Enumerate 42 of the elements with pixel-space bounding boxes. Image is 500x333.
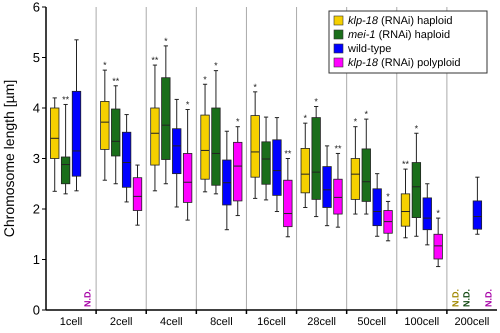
text: ** <box>151 55 158 66</box>
x-tick-label: 2cell <box>110 316 132 328</box>
y-tick-label: 6 <box>32 0 40 15</box>
y-tick-label: 0 <box>32 302 40 318</box>
y-axis-title: Chromosome length [µm] <box>1 80 17 238</box>
text: * <box>186 100 190 110</box>
x-tick-label: 50cell <box>357 316 386 328</box>
text: ** <box>62 94 70 104</box>
y-tick-label: 2 <box>32 202 40 217</box>
text: * <box>386 191 390 202</box>
x-tick-label: 4cell <box>160 316 183 328</box>
y-tick-label: 1 <box>32 252 40 268</box>
legend-label: klp-18 (RNAi) haploid <box>348 15 453 27</box>
y-tick-label: 5 <box>32 50 40 66</box>
legend-label: klp-18 (RNAi) polyploid <box>348 57 460 69</box>
text: ** <box>284 148 292 158</box>
text: * <box>436 208 440 218</box>
x-tick-label: 100cell <box>404 316 440 328</box>
text: ** <box>253 82 308 124</box>
text: * <box>236 116 240 127</box>
x-tick-label: 28cell <box>307 316 336 328</box>
text: * <box>354 116 358 127</box>
y-tick-label: 4 <box>32 100 40 116</box>
text: * <box>203 74 207 84</box>
text: ** <box>112 76 120 86</box>
text: ** <box>314 96 368 120</box>
legend-label: mei-1 (RNAi) haploid <box>348 29 450 41</box>
x-tick-label: 200cell <box>454 316 490 328</box>
text: N.D. <box>462 289 472 307</box>
x-tick-label: 16cell <box>257 316 286 328</box>
text: N.D. <box>450 289 461 307</box>
text: * <box>414 123 418 134</box>
legend-label: wild-type <box>347 43 392 55</box>
x-tick-label: 8cell <box>210 316 233 328</box>
text: N.D. <box>82 289 92 307</box>
text: ** <box>334 143 342 154</box>
text: ** <box>164 36 218 71</box>
text: N.D. <box>483 289 494 307</box>
x-tick-label: 1cell <box>60 316 82 328</box>
text: ** <box>402 159 409 170</box>
text: * <box>103 60 107 70</box>
y-tick-label: 3 <box>32 151 40 166</box>
